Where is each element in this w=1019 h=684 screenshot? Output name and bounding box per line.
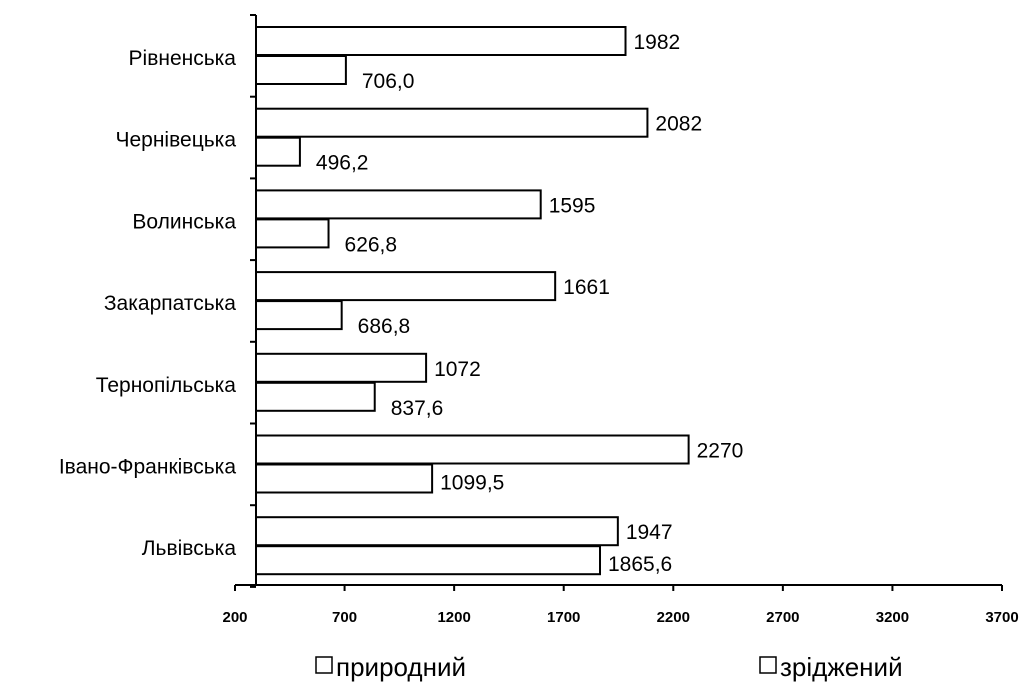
category-label: Закарпатська: [104, 292, 236, 315]
legend-swatch-pryrodnyi: [315, 656, 333, 674]
data-label: 1595: [549, 194, 596, 217]
data-label: 626,8: [345, 233, 398, 256]
x-tick-label: 3700: [985, 609, 1018, 626]
legend: природний зріджений: [315, 652, 903, 682]
bar-zridzhenyi: [255, 55, 347, 85]
category-label: Тернопільська: [96, 374, 237, 397]
legend-label-pryrodnyi: природний: [336, 652, 466, 682]
bar-zridzhenyi: [255, 545, 602, 576]
category-label: Волинська: [132, 210, 236, 233]
data-label: 1982: [634, 31, 681, 54]
x-tick-labels: 200 700 1200 1700 2200 2700 3200 3700: [222, 609, 1018, 626]
bar-pryrodnyi: [255, 189, 542, 220]
legend-label-zridzhenyi: зріджений: [780, 652, 903, 682]
category-label: Івано-Франківська: [59, 456, 236, 479]
bar-pryrodnyi: [255, 107, 649, 138]
x-tick-label: 700: [332, 609, 357, 626]
x-tick-label: 1700: [547, 609, 580, 626]
bar-pryrodnyi: [255, 271, 557, 302]
data-label: 2082: [655, 113, 702, 136]
bar-pryrodnyi: [255, 26, 627, 56]
legend-swatch-zridzhenyi: [759, 656, 777, 674]
data-label: 686,8: [358, 315, 411, 338]
bar-zridzhenyi: [255, 136, 301, 167]
data-label: 1865,6: [608, 553, 672, 576]
category-labels: Рівненська Чернівецька Волинська Закарпатсь…: [59, 47, 236, 560]
axes: [234, 14, 1003, 591]
bar-zridzhenyi: [255, 218, 330, 249]
data-label: 706,0: [362, 70, 415, 93]
value-labels: 1982 706,0 2082 496,2 1595 626,8 1661 686,8 1072…: [316, 31, 743, 576]
bar-zridzhenyi: [255, 463, 434, 494]
bar-pryrodnyi: [255, 352, 428, 383]
x-tick-label: 2700: [766, 609, 799, 626]
data-label: 1661: [563, 276, 610, 299]
data-label: 496,2: [316, 152, 369, 175]
data-label: 1947: [626, 521, 673, 544]
x-tick-label: 200: [222, 609, 247, 626]
data-label: 1072: [434, 358, 481, 381]
data-label: 2270: [697, 440, 744, 463]
bar-zridzhenyi: [255, 300, 343, 331]
bar-pryrodnyi: [255, 516, 619, 547]
bars-group: [255, 26, 690, 576]
category-label: Рівненська: [129, 47, 237, 70]
data-label: 1099,5: [440, 472, 504, 495]
data-label: 837,6: [391, 397, 444, 420]
bar-zridzhenyi: [255, 381, 376, 412]
category-label: Чернівецька: [115, 129, 236, 152]
x-tick-label: 3200: [876, 609, 909, 626]
x-tick-label: 1200: [437, 609, 470, 626]
bar-pryrodnyi: [255, 434, 690, 465]
category-label: Львівська: [142, 537, 237, 560]
x-tick-label: 2200: [657, 609, 690, 626]
